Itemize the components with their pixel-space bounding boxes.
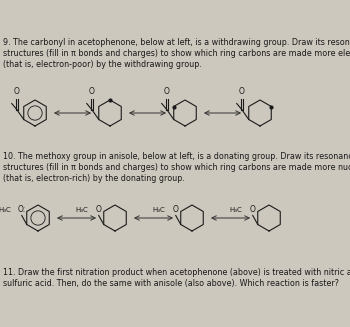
Text: O:: O: [18, 205, 26, 215]
Text: O: O [239, 88, 245, 96]
Text: O: O [164, 88, 170, 96]
Text: O: O [89, 88, 95, 96]
Text: H₃C: H₃C [0, 206, 11, 213]
Text: H₃C: H₃C [152, 206, 165, 213]
Text: H₃C: H₃C [229, 206, 242, 213]
Text: O: O [250, 205, 256, 215]
Text: 9. The carbonyl in acetophenone, below at left, is a withdrawing group. Draw its: 9. The carbonyl in acetophenone, below a… [3, 38, 350, 69]
Text: 10. The methoxy group in anisole, below at left, is a donating group. Draw its r: 10. The methoxy group in anisole, below … [3, 152, 350, 183]
Text: H₃C: H₃C [75, 206, 88, 213]
Text: O: O [14, 88, 20, 96]
Text: 11. Draw the first nitration product when acetophenone (above) is treated with n: 11. Draw the first nitration product whe… [3, 268, 350, 288]
Text: O: O [96, 205, 102, 215]
Text: O: O [173, 205, 179, 215]
